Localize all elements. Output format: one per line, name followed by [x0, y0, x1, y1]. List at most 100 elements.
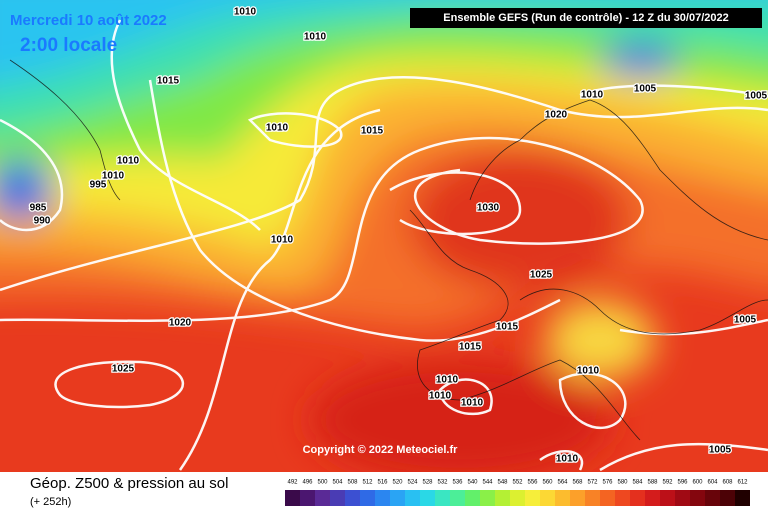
scale-label: 516: [377, 480, 388, 486]
legend-subtitle: (+ 252h): [30, 496, 71, 508]
scale-label: 576: [602, 480, 613, 486]
scale-swatch: [480, 490, 495, 506]
scale-label: 572: [587, 480, 598, 486]
isobar-label: 1020: [545, 110, 568, 121]
isobar-label: 995: [90, 180, 107, 191]
copyright: Copyright © 2022 Meteociel.fr: [303, 444, 459, 456]
isobar-label: 1015: [496, 322, 519, 333]
scale-swatch: [615, 490, 630, 506]
isobar-label: 1010: [234, 7, 257, 18]
scale-swatch: [690, 490, 705, 506]
scale-label: 604: [707, 480, 718, 486]
scale-label: 548: [497, 480, 508, 486]
scale-swatch: [435, 490, 450, 506]
scale-swatch: [570, 490, 585, 506]
scale-swatch: [540, 490, 555, 506]
scale-swatch: [600, 490, 615, 506]
scale-label: 596: [677, 480, 688, 486]
isobar-label: 1020: [169, 318, 192, 329]
scale-label: 492: [287, 480, 298, 486]
scale-label: 528: [422, 480, 433, 486]
isobar-label: 1010: [581, 90, 604, 101]
scale-swatch: [585, 490, 600, 506]
scale-label: 532: [437, 480, 448, 486]
scale-swatch: [705, 490, 720, 506]
scale-label: 552: [512, 480, 523, 486]
scale-swatch: [630, 490, 645, 506]
scale-swatch: [330, 490, 345, 506]
scale-label: 524: [407, 480, 418, 486]
isobar-label: 1010: [304, 32, 327, 43]
isobar-label: 1005: [634, 84, 657, 95]
scale-swatch: [645, 490, 660, 506]
isobar-label: 1015: [361, 126, 384, 137]
scale-swatch: [285, 490, 300, 506]
scale-label: 568: [572, 480, 583, 486]
scale-swatch: [420, 490, 435, 506]
scale-swatch: [465, 490, 480, 506]
scale-label: 588: [647, 480, 658, 486]
isobar-label: 985: [30, 203, 47, 214]
scale-swatch: [315, 490, 330, 506]
scale-swatch: [300, 490, 315, 506]
field: [0, 0, 768, 472]
scale-swatch: [360, 490, 375, 506]
scale-label: 508: [347, 480, 358, 486]
isobar-label: 1010: [556, 454, 579, 465]
isobar-label: 990: [34, 216, 51, 227]
scale-label: 584: [632, 480, 643, 486]
scale-label: 556: [527, 480, 538, 486]
scale-label: 580: [617, 480, 628, 486]
scale-label: 500: [317, 480, 328, 486]
scale-swatch: [405, 490, 420, 506]
scale-swatch: [525, 490, 540, 506]
scale-label: 540: [467, 480, 478, 486]
isobar-label: 1010: [266, 123, 289, 134]
scale-swatch: [495, 490, 510, 506]
scale-label: 544: [482, 480, 493, 486]
scale-swatch: [735, 490, 750, 506]
scale-label: 512: [362, 480, 373, 486]
scale-swatch: [375, 490, 390, 506]
scale-label: 608: [722, 480, 733, 486]
color-scale: 492 496 500 504 508 512 516 520 524 528 532 536 540 5…: [285, 480, 750, 506]
scale-label: 520: [392, 480, 403, 486]
isobar-label: 1005: [734, 315, 757, 326]
isobar-label: 1010: [461, 398, 484, 409]
local-time: 2:00 locale: [20, 35, 117, 56]
isobar-label: 1015: [157, 76, 180, 87]
scale-swatch: [720, 490, 735, 506]
isobar-label: 1010: [102, 171, 125, 182]
isobar-label: 1030: [477, 203, 500, 214]
scale-label: 564: [557, 480, 568, 486]
isobar-label: 1010: [577, 366, 600, 377]
scale-label: 536: [452, 480, 463, 486]
scale-swatch: [675, 490, 690, 506]
date: Mercredi 10 août 2022: [10, 12, 167, 29]
isobar-label: 1025: [530, 270, 553, 281]
isobar-label: 1015: [459, 342, 482, 353]
run-info: Ensemble GEFS (Run de contrôle) - 12 Z d…: [443, 12, 728, 24]
isobar-label: 1005: [745, 91, 768, 102]
scale-label: 592: [662, 480, 673, 486]
scale-swatch: [660, 490, 675, 506]
isobar-label: 1025: [112, 364, 135, 375]
scale-label: 600: [692, 480, 703, 486]
legend-title: Géop. Z500 & pression au sol: [30, 475, 228, 492]
scale-swatch: [555, 490, 570, 506]
scale-label: 612: [737, 480, 748, 486]
scale-swatch: [390, 490, 405, 506]
scale-swatch: [345, 490, 360, 506]
isobar-label: 1005: [709, 445, 732, 456]
isobar-label: 1010: [436, 375, 459, 386]
scale-label: 496: [302, 480, 313, 486]
isobar-label: 1010: [271, 235, 294, 246]
scale-label: 504: [332, 480, 343, 486]
scale-swatch: [510, 490, 525, 506]
isobar-label: 1010: [117, 156, 140, 167]
isobar-label: 1010: [429, 391, 452, 402]
scale-swatch: [450, 490, 465, 506]
scale-label: 560: [542, 480, 553, 486]
